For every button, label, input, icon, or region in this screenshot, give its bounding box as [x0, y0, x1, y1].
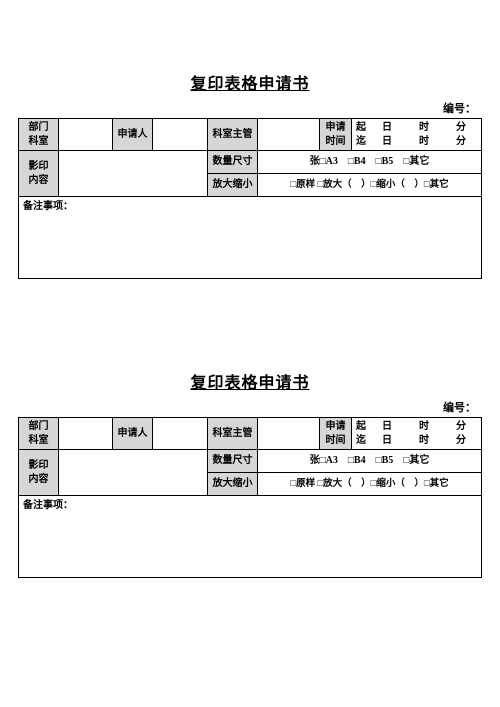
content-value	[59, 151, 208, 197]
applicant-label: 申请人	[113, 418, 153, 450]
supervisor-label: 科室主管	[208, 418, 258, 450]
time-to-prefix: 迄	[355, 135, 367, 149]
time-hour: 时	[407, 121, 441, 135]
qty-value: 张□A3 □B4 □B5 □其它	[258, 450, 482, 473]
row-applicant: 部门 科室 申请人 科室主管 申请 时间 起 日 时 分 迄 日 时 分	[19, 119, 482, 151]
time-day: 日	[370, 121, 404, 135]
time-from-prefix: 起	[355, 121, 367, 135]
row-applicant: 部门 科室 申请人 科室主管 申请 时间 起 日 时 分 迄 日 时 分	[19, 418, 482, 450]
zoom-label: 放大缩小	[208, 473, 258, 496]
row-qty: 影印 内容 数量尺寸 张□A3 □B4 □B5 □其它	[19, 450, 482, 473]
serial-label-2: 编号：	[18, 399, 482, 415]
qty-label: 数量尺寸	[208, 450, 258, 473]
supervisor-value	[258, 119, 320, 151]
time-min: 分	[444, 420, 478, 434]
time-min2: 分	[444, 434, 478, 448]
remarks-label: 备注事项：	[23, 500, 73, 511]
applytime-label: 申请 时间	[320, 119, 352, 151]
form-copy-2: 复印表格申请书 编号： 部门 科室 申请人 科室主管 申请 时间 起 日 时 分…	[18, 369, 482, 578]
dept-value	[59, 418, 113, 450]
applicant-value	[153, 119, 208, 151]
zoom-label: 放大缩小	[208, 174, 258, 197]
time-to-prefix: 迄	[355, 434, 367, 448]
row-qty: 影印 内容 数量尺寸 张□A3 □B4 □B5 □其它	[19, 151, 482, 174]
time-min2: 分	[444, 135, 478, 149]
zoom-value: □原样 □放大（ ）□缩小（ ）□其它	[258, 473, 482, 496]
form-title-2: 复印表格申请书	[18, 369, 482, 393]
row-remarks: 备注事项：	[19, 496, 482, 578]
supervisor-label: 科室主管	[208, 119, 258, 151]
form-table: 部门 科室 申请人 科室主管 申请 时间 起 日 时 分 迄 日 时 分	[18, 118, 482, 279]
qty-value: 张□A3 □B4 □B5 □其它	[258, 151, 482, 174]
dept-label: 部门 科室	[19, 119, 59, 151]
time-hour2: 时	[407, 135, 441, 149]
form-copy-1: 复印表格申请书 编号： 部门 科室 申请人 科室主管 申请 时间 起 日 时 分…	[18, 70, 482, 279]
applytime-label: 申请 时间	[320, 418, 352, 450]
remarks-label: 备注事项：	[23, 201, 73, 212]
qty-label: 数量尺寸	[208, 151, 258, 174]
content-label: 影印 内容	[19, 450, 59, 496]
time-from-prefix: 起	[355, 420, 367, 434]
zoom-value: □原样 □放大（ ）□缩小（ ）□其它	[258, 174, 482, 197]
time-hour2: 时	[407, 434, 441, 448]
row-remarks: 备注事项：	[19, 197, 482, 279]
time-day: 日	[370, 420, 404, 434]
supervisor-value	[258, 418, 320, 450]
applytime-value: 起 日 时 分 迄 日 时 分	[352, 119, 482, 151]
serial-label: 编号：	[18, 100, 482, 116]
content-value	[59, 450, 208, 496]
form-title: 复印表格申请书	[18, 70, 482, 94]
remarks-cell: 备注事项：	[19, 496, 482, 578]
time-min: 分	[444, 121, 478, 135]
form-table-2: 部门 科室 申请人 科室主管 申请 时间 起 日 时 分 迄 日 时 分	[18, 417, 482, 578]
applicant-label: 申请人	[113, 119, 153, 151]
time-day2: 日	[370, 434, 404, 448]
time-day2: 日	[370, 135, 404, 149]
applicant-value	[153, 418, 208, 450]
time-hour: 时	[407, 420, 441, 434]
remarks-cell: 备注事项：	[19, 197, 482, 279]
applytime-value: 起 日 时 分 迄 日 时 分	[352, 418, 482, 450]
content-label: 影印 内容	[19, 151, 59, 197]
dept-label: 部门 科室	[19, 418, 59, 450]
dept-value	[59, 119, 113, 151]
